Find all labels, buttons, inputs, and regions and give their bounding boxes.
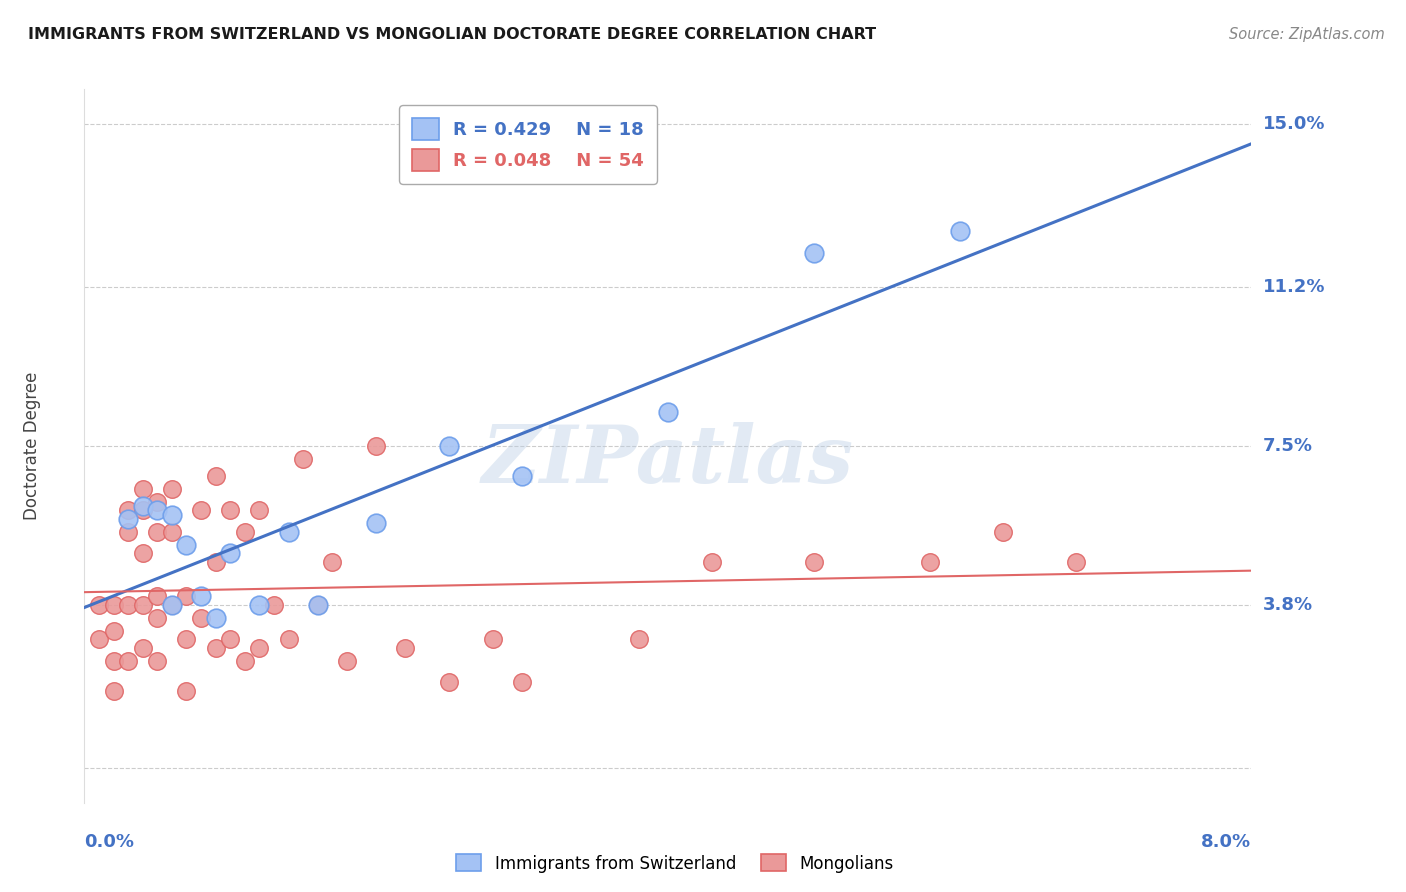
Point <box>146 503 169 517</box>
Legend: Immigrants from Switzerland, Mongolians: Immigrants from Switzerland, Mongolians <box>450 847 900 880</box>
Point <box>307 598 329 612</box>
Point <box>176 538 198 552</box>
Point <box>277 524 299 539</box>
Point <box>949 224 972 238</box>
Text: ZIPatlas: ZIPatlas <box>482 422 853 499</box>
Point <box>132 503 155 517</box>
Text: 3.8%: 3.8% <box>1263 596 1313 614</box>
Point <box>87 598 110 612</box>
Point <box>321 555 343 569</box>
Text: 15.0%: 15.0% <box>1263 114 1324 133</box>
Point <box>176 684 198 698</box>
Point <box>263 598 285 612</box>
Point <box>190 503 212 517</box>
Point <box>336 654 359 668</box>
Point <box>437 439 460 453</box>
Point <box>190 611 212 625</box>
Point <box>204 555 226 569</box>
Point <box>292 451 315 466</box>
Legend: R = 0.429    N = 18, R = 0.048    N = 54: R = 0.429 N = 18, R = 0.048 N = 54 <box>399 105 657 184</box>
Point <box>366 516 388 531</box>
Point <box>510 675 533 690</box>
Point <box>117 503 139 517</box>
Point <box>247 598 270 612</box>
Point <box>190 590 212 604</box>
Point <box>132 546 155 560</box>
Point <box>103 654 125 668</box>
Point <box>132 499 155 513</box>
Point <box>132 641 155 656</box>
Point <box>993 524 1015 539</box>
Point <box>233 524 256 539</box>
Text: 11.2%: 11.2% <box>1263 278 1324 296</box>
Point <box>219 503 242 517</box>
Point <box>146 524 169 539</box>
Text: Doctorate Degree: Doctorate Degree <box>22 372 41 520</box>
Point <box>394 641 416 656</box>
Point <box>103 598 125 612</box>
Point <box>160 482 183 496</box>
Point <box>247 641 270 656</box>
Point <box>627 632 650 647</box>
Point <box>103 684 125 698</box>
Point <box>132 482 155 496</box>
Point <box>160 508 183 522</box>
Text: IMMIGRANTS FROM SWITZERLAND VS MONGOLIAN DOCTORATE DEGREE CORRELATION CHART: IMMIGRANTS FROM SWITZERLAND VS MONGOLIAN… <box>28 27 876 42</box>
Point <box>233 654 256 668</box>
Point <box>204 611 226 625</box>
Point <box>117 654 139 668</box>
Point <box>204 469 226 483</box>
Point <box>132 598 155 612</box>
Point <box>803 245 825 260</box>
Text: 0.0%: 0.0% <box>84 833 135 851</box>
Point <box>920 555 942 569</box>
Point <box>204 641 226 656</box>
Point <box>657 404 679 418</box>
Point <box>1066 555 1088 569</box>
Point <box>146 590 169 604</box>
Point <box>103 624 125 638</box>
Point <box>176 590 198 604</box>
Point <box>803 555 825 569</box>
Point <box>117 598 139 612</box>
Point <box>160 598 183 612</box>
Point <box>366 439 388 453</box>
Point <box>277 632 299 647</box>
Point <box>146 611 169 625</box>
Point <box>160 598 183 612</box>
Point <box>700 555 723 569</box>
Point <box>510 469 533 483</box>
Text: 8.0%: 8.0% <box>1201 833 1251 851</box>
Point <box>176 632 198 647</box>
Point <box>160 524 183 539</box>
Point <box>146 495 169 509</box>
Text: 7.5%: 7.5% <box>1263 437 1312 455</box>
Point <box>481 632 505 647</box>
Point <box>117 512 139 526</box>
Text: Source: ZipAtlas.com: Source: ZipAtlas.com <box>1229 27 1385 42</box>
Point <box>437 675 460 690</box>
Point <box>87 632 110 647</box>
Point <box>219 546 242 560</box>
Point <box>219 632 242 647</box>
Point <box>307 598 329 612</box>
Point <box>117 524 139 539</box>
Point <box>146 654 169 668</box>
Point <box>247 503 270 517</box>
